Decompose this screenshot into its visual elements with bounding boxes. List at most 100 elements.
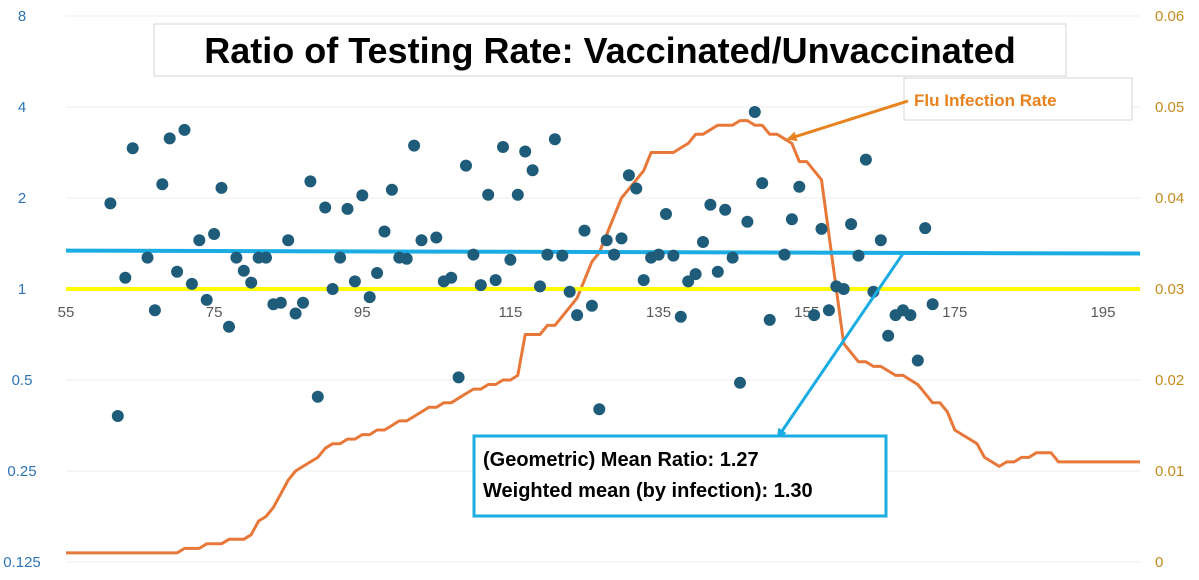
left-tick-label: 8 — [18, 8, 26, 25]
scatter-point — [667, 249, 680, 262]
scatter-point — [808, 309, 821, 322]
scatter-point — [504, 253, 517, 266]
scatter-point — [148, 304, 161, 317]
scatter-point — [689, 268, 702, 281]
scatter-point — [726, 251, 739, 264]
scatter-point — [637, 274, 650, 287]
x-tick-label: 175 — [942, 304, 967, 321]
scatter-point — [652, 248, 665, 261]
scatter-point — [215, 181, 228, 194]
scatter-point — [734, 376, 746, 389]
scatter-point — [104, 197, 117, 210]
scatter-point — [460, 159, 472, 172]
scatter-point — [452, 371, 465, 384]
scatter-point — [519, 145, 532, 158]
scatter-point — [311, 390, 324, 403]
scatter-point — [600, 234, 613, 247]
scatter-point — [541, 248, 554, 261]
right-axis: 0 0.01 0.02 0.03 0.04 0.05 0.06 — [1155, 8, 1184, 571]
scatter-point — [756, 177, 769, 190]
scatter-point — [793, 180, 806, 193]
scatter-point — [593, 403, 606, 416]
scatter-point — [163, 132, 176, 145]
x-tick-label: 95 — [354, 304, 371, 321]
scatter-point — [556, 249, 569, 262]
scatter-point — [111, 410, 124, 422]
scatter-point — [815, 222, 828, 235]
scatter-point — [526, 164, 539, 177]
scatter-point — [371, 267, 384, 279]
scatter-point — [511, 188, 524, 201]
flu-label: Flu Infection Rate — [914, 91, 1057, 110]
scatter-point — [341, 202, 354, 215]
scatter-point — [260, 251, 272, 264]
scatter-points — [104, 106, 939, 422]
scatter-point — [697, 236, 709, 248]
scatter-point — [445, 271, 458, 284]
scatter-point — [208, 228, 221, 240]
scatter-point — [319, 201, 332, 214]
x-tick-label: 195 — [1090, 304, 1115, 321]
left-tick-label: 4 — [18, 99, 26, 116]
scatter-point — [467, 248, 480, 261]
scatter-point — [919, 222, 932, 235]
scatter-point — [608, 248, 621, 261]
scatter-point — [497, 141, 509, 153]
scatter-point — [356, 189, 369, 202]
scatter-point — [674, 310, 687, 323]
scatter-point — [741, 215, 754, 228]
x-tick-label: 55 — [58, 304, 75, 321]
geometric-mean-line — [65, 248, 1141, 256]
scatter-point — [489, 274, 502, 287]
scatter-point — [223, 320, 235, 333]
scatter-point — [911, 354, 924, 367]
mean-annotation-line-2: Weighted mean (by infection): 1.30 — [483, 480, 813, 502]
scatter-point — [400, 252, 413, 265]
scatter-point — [704, 198, 717, 211]
scatter-point — [482, 188, 495, 201]
mean-annotation-line-1: (Geometric) Mean Ratio: 1.27 — [483, 449, 759, 471]
chart-title: Ratio of Testing Rate: Vaccinated/Unvacc… — [204, 30, 1016, 71]
x-axis: 55 75 95 115 135 155 175 195 — [58, 304, 1116, 321]
right-tick-label: 0 — [1155, 554, 1163, 571]
right-tick-label: 0.04 — [1155, 190, 1184, 207]
hline-layer — [65, 248, 1141, 291]
title-box — [153, 23, 1067, 77]
scatter-point — [348, 275, 361, 288]
scatter-point — [171, 265, 184, 278]
scatter-point — [200, 293, 213, 306]
scatter-point — [615, 232, 628, 245]
scatter-point — [719, 203, 732, 216]
right-tick-label: 0.03 — [1155, 281, 1184, 298]
scatter-point — [837, 283, 850, 295]
scatter-point — [926, 298, 939, 311]
scatter-point — [430, 231, 443, 244]
scatter-point — [363, 291, 376, 304]
scatter-point — [156, 178, 169, 191]
scatter-point — [408, 139, 421, 152]
x-tick-label: 75 — [206, 304, 223, 321]
scatter-point — [748, 106, 761, 118]
x-tick-label: 135 — [646, 304, 671, 321]
scatter-point — [334, 251, 347, 264]
scatter-point — [845, 218, 858, 231]
flu-label-arrow — [786, 99, 909, 142]
scatter-point — [282, 234, 295, 247]
scatter-point — [385, 183, 398, 196]
scatter-point — [711, 265, 724, 278]
scatter-point — [185, 277, 198, 290]
left-tick-label: 0.25 — [7, 463, 36, 480]
scatter-point — [534, 280, 546, 293]
right-tick-label: 0.01 — [1155, 463, 1184, 480]
scatter-point — [378, 225, 391, 238]
scatter-point — [289, 307, 302, 320]
mean-annotation-box — [472, 434, 888, 518]
scatter-point — [230, 251, 243, 264]
scatter-point — [304, 175, 317, 188]
flu-label-box — [903, 77, 1133, 121]
scatter-point — [548, 133, 561, 146]
right-tick-label: 0.06 — [1155, 8, 1184, 25]
mean-annotation-arrow — [776, 252, 905, 439]
left-axis: 0.125 0.25 0.5 1 2 4 8 — [3, 8, 41, 571]
